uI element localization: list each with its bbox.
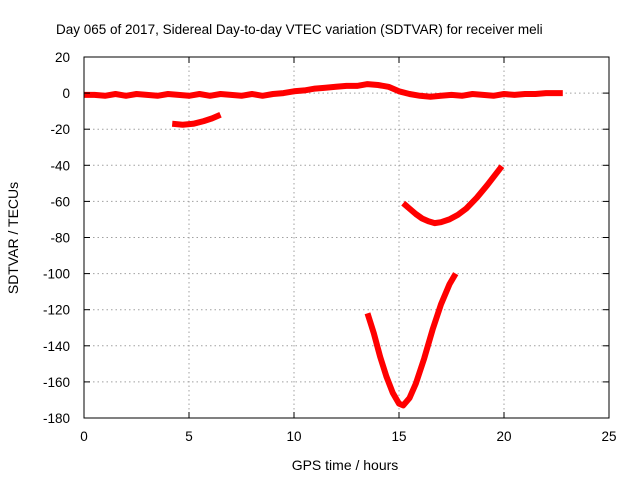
grid-lines: [84, 57, 609, 418]
y-tick-label: -80: [50, 231, 70, 246]
series-layer: [84, 81, 563, 409]
y-tick-label: -20: [50, 122, 70, 137]
y-tick-label: -160: [43, 375, 70, 390]
axis-ticks: [83, 56, 610, 419]
y-tick-label: -140: [43, 339, 70, 354]
x-tick-label: 0: [80, 429, 88, 444]
y-tick-label: -100: [43, 267, 70, 282]
y-tick-label: -40: [50, 158, 70, 173]
x-tick-label: 25: [601, 429, 616, 444]
y-tick-label: -120: [43, 303, 70, 318]
x-tick-label: 10: [286, 429, 301, 444]
series-4-line: [364, 272, 459, 409]
chart-title: Day 065 of 2017, Sidereal Day-to-day VTE…: [56, 22, 543, 37]
x-tick-label: 5: [185, 429, 193, 444]
y-tick-label: -60: [50, 194, 70, 209]
x-tick-label: 20: [496, 429, 511, 444]
x-axis-label: GPS time / hours: [292, 457, 399, 473]
y-tick-label: 0: [62, 86, 70, 101]
y-tick-label: 20: [55, 50, 70, 65]
x-tick-label: 15: [391, 429, 406, 444]
series-2-line: [171, 112, 222, 128]
series-3-line: [401, 164, 505, 227]
series-1-line: [84, 81, 563, 100]
tick-labels: 0 5 10 15 20 25 20 0 -20 -40 -60 -80 -100 -120 -140 -16…: [43, 50, 617, 444]
y-tick-label: -180: [43, 411, 70, 426]
y-axis-label: SDTVAR / TECUs: [5, 182, 21, 294]
